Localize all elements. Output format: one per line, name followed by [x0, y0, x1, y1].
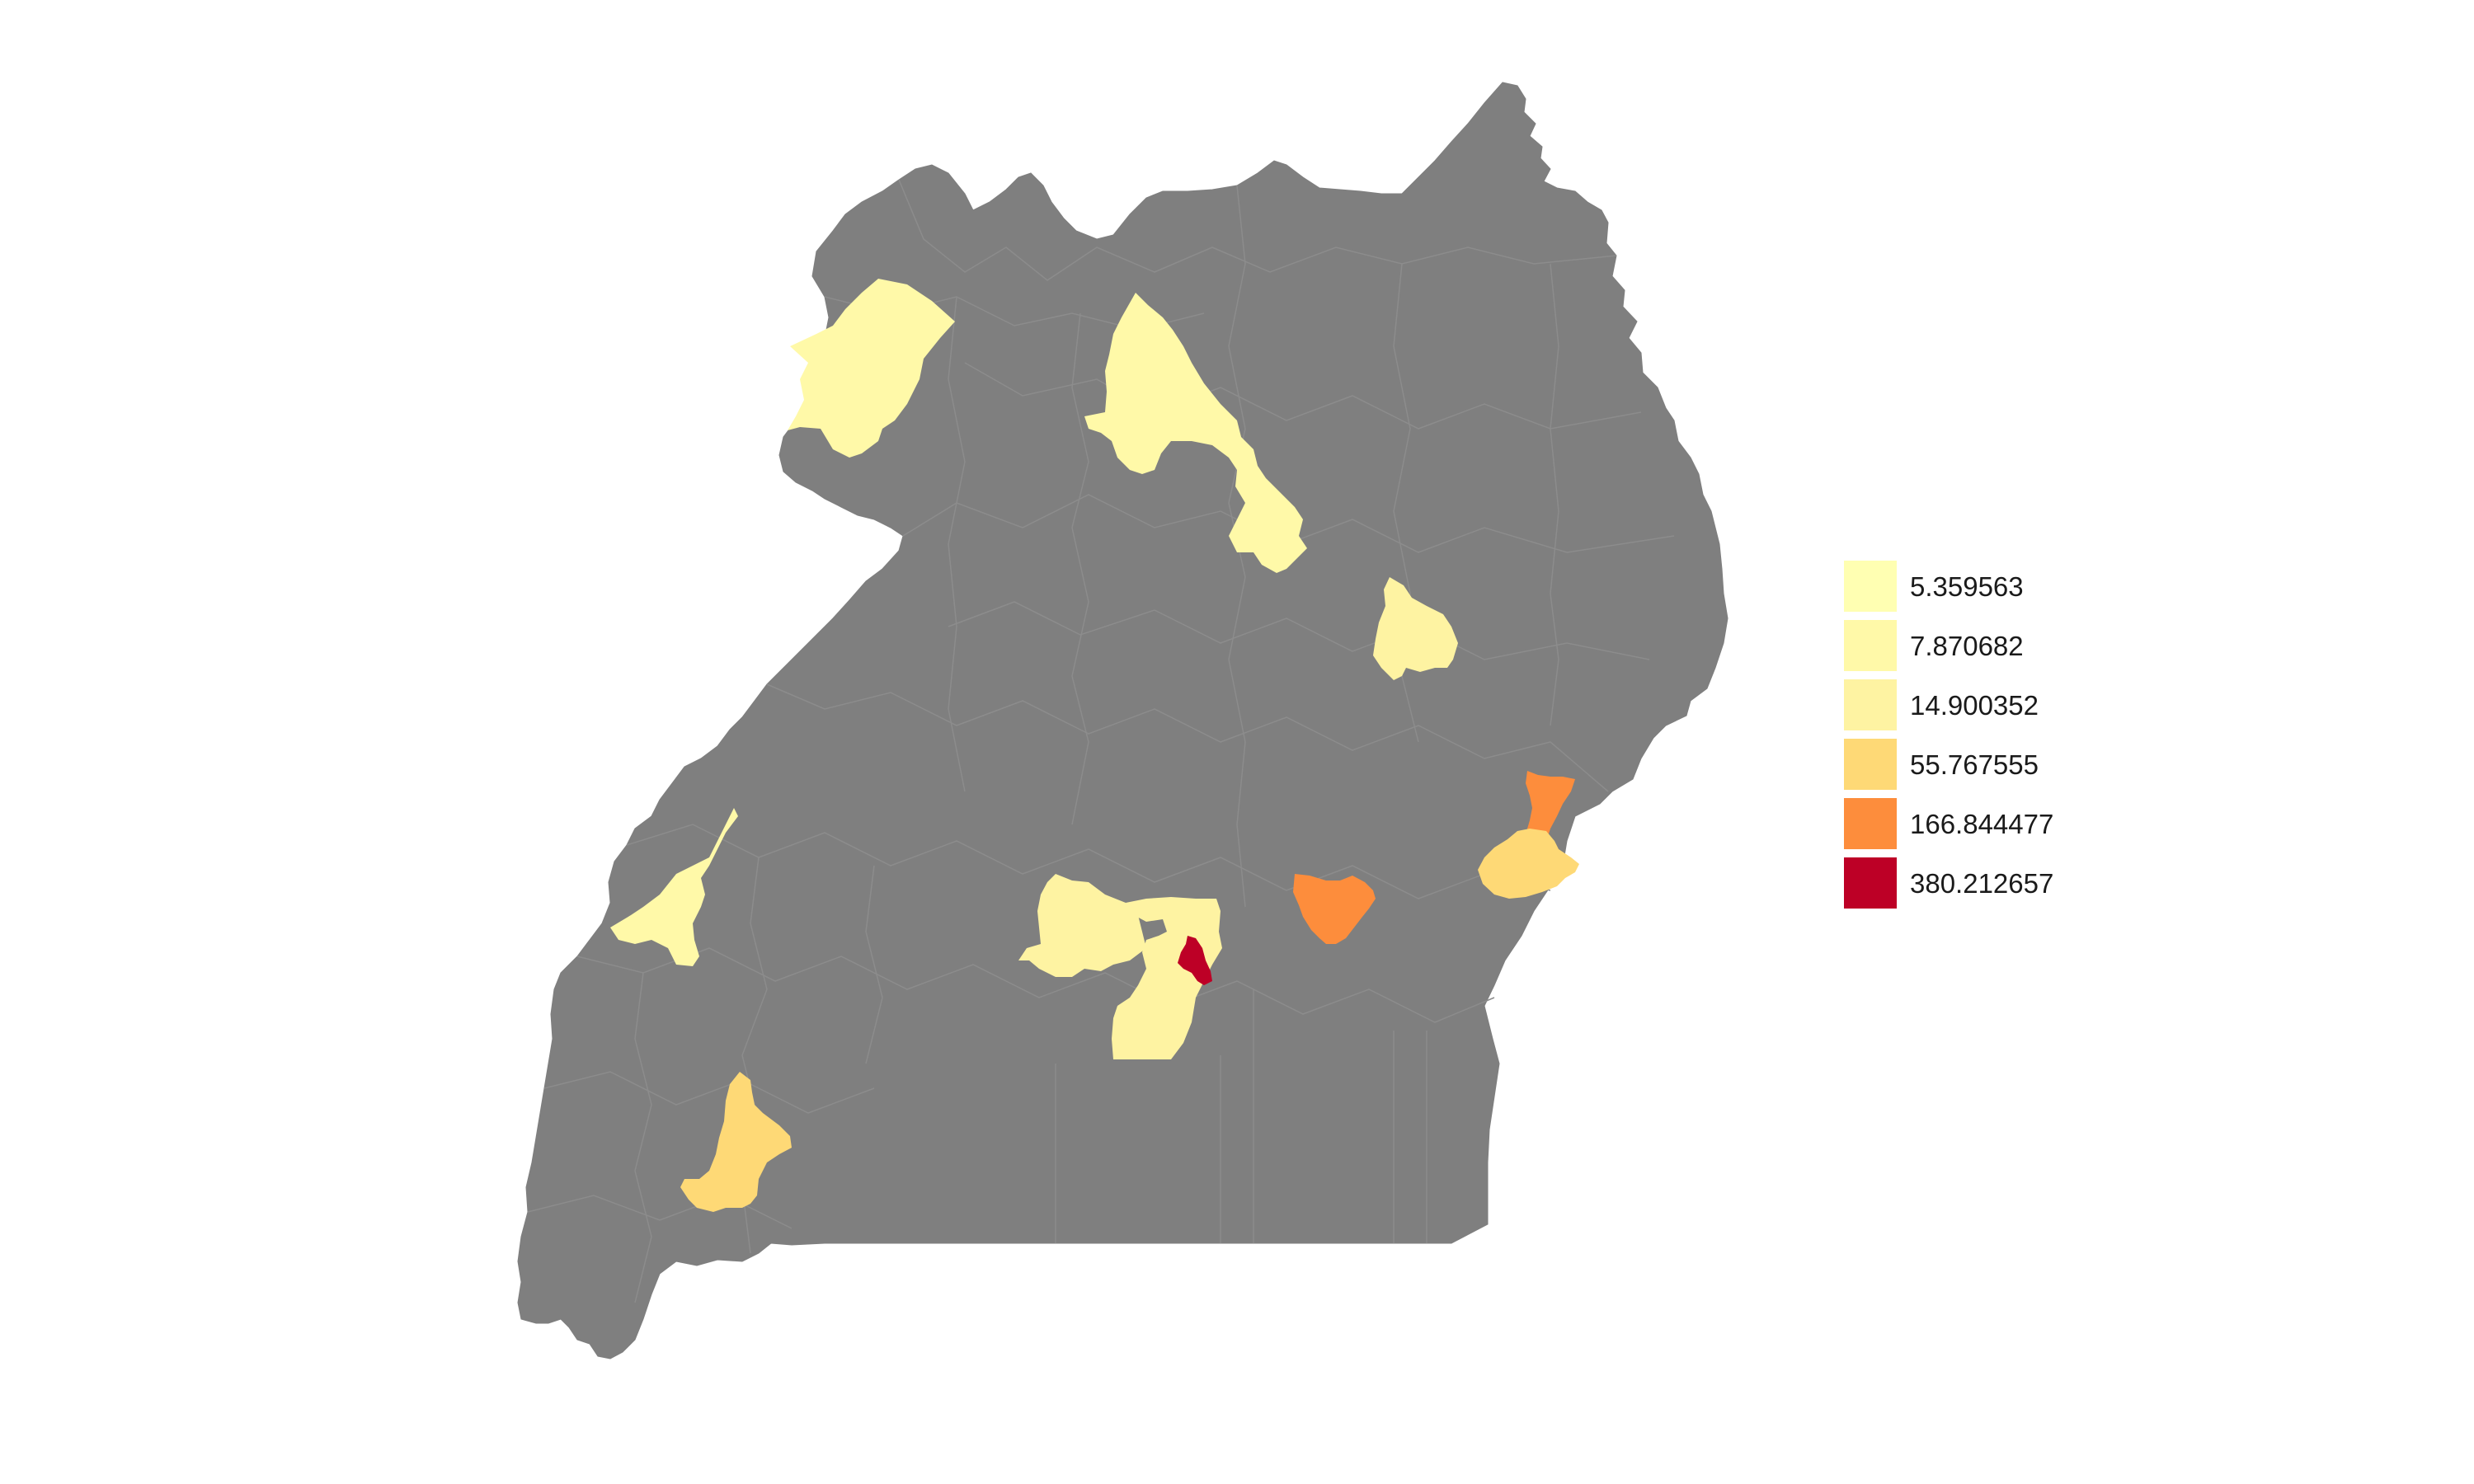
legend-item: 380.212657 [1844, 857, 2273, 909]
district-south-west [680, 1072, 792, 1212]
district-border [1550, 263, 1559, 726]
district-border [948, 601, 1650, 660]
legend-swatch [1844, 561, 1897, 612]
district-border [634, 972, 652, 1303]
district-border [527, 1195, 793, 1229]
district-border [1071, 312, 1089, 825]
district-east-central [1293, 874, 1376, 944]
district-border [626, 824, 1551, 899]
district-central-left [1018, 874, 1146, 977]
legend-swatch [1844, 739, 1897, 790]
legend-item: 5.359563 [1844, 561, 2273, 612]
district-borders [527, 179, 1675, 1303]
district-border [865, 865, 883, 1064]
highlighted-districts-layer [610, 279, 1579, 1212]
district-border [576, 947, 1495, 1023]
district-capital [1178, 936, 1212, 985]
legend-label: 55.767555 [1910, 749, 2039, 780]
district-north-central [1084, 293, 1307, 573]
district-border [898, 179, 1617, 281]
legend-item: 7.870682 [1844, 620, 2273, 671]
legend-swatch [1844, 798, 1897, 849]
legend-label: 5.359563 [1910, 571, 2024, 602]
district-west [610, 808, 738, 966]
legend-item: 55.767555 [1844, 739, 2273, 790]
legend-label: 380.212657 [1910, 868, 2054, 899]
district-north-east [1373, 577, 1458, 680]
district-border [948, 296, 966, 792]
legend-item: 166.844477 [1844, 798, 2273, 849]
legend-label: 14.900352 [1910, 690, 2039, 721]
legend-swatch [1844, 620, 1897, 671]
legend-item: 14.900352 [1844, 679, 2273, 730]
district-central-right [1112, 897, 1222, 1059]
legend-swatch [1844, 857, 1897, 909]
district-border [766, 683, 1609, 792]
legend-swatch [1844, 679, 1897, 730]
district-east-border-south [1478, 829, 1579, 899]
district-north-west [788, 279, 955, 458]
district-border [543, 1071, 875, 1114]
legend-label: 7.870682 [1910, 631, 2024, 661]
legend-label: 166.844477 [1910, 809, 2054, 839]
